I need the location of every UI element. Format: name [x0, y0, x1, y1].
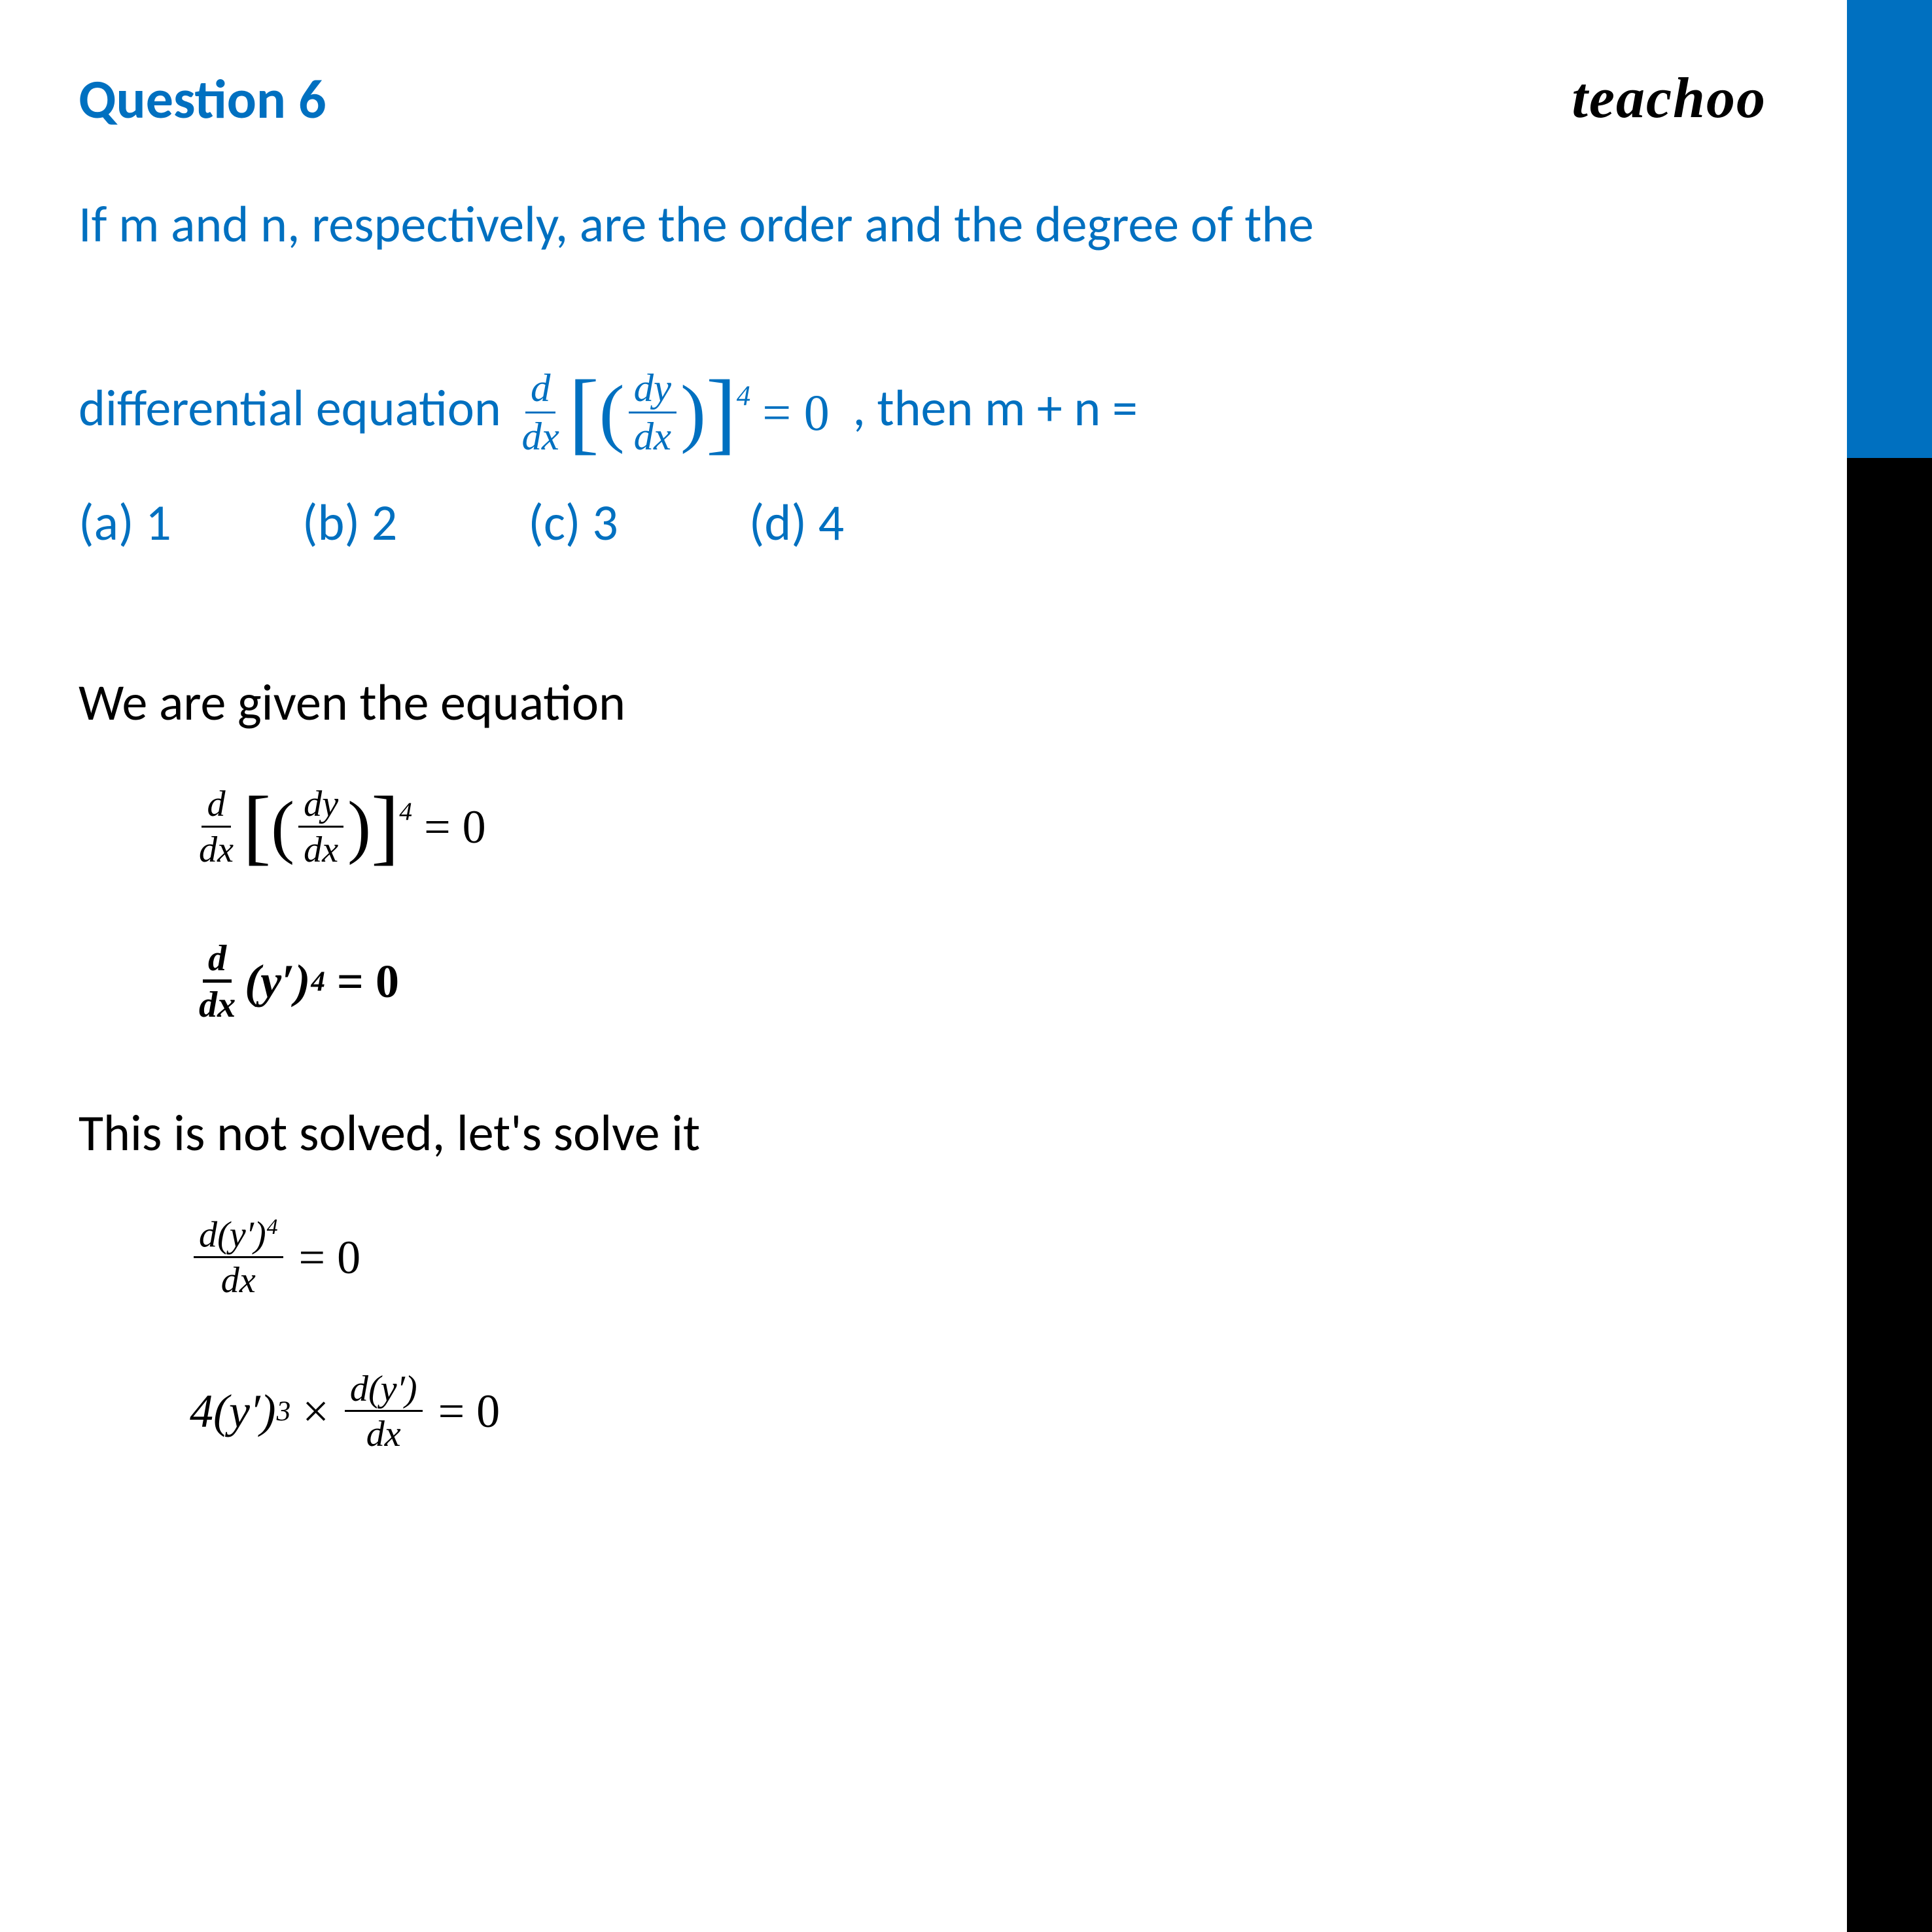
fraction-dy-dx: dy dx: [629, 369, 676, 457]
fraction-dyprime-dx: d(y′) dx: [345, 1371, 423, 1452]
problem-statement: If m and n, respectively, are the order …: [79, 179, 1766, 459]
fraction-d-dx: d dx: [194, 786, 239, 868]
rhs: = 0: [438, 1384, 501, 1439]
problem-line-2-pre: differential equation: [79, 377, 512, 439]
y-prime: (y′): [245, 955, 310, 1009]
blue-strip: [1847, 0, 1932, 458]
left-paren: (: [599, 382, 625, 444]
fraction-dy-dx: dy dx: [298, 786, 343, 868]
problem-line-2-post: , then m + n =: [852, 377, 1138, 439]
option-d[interactable]: (d) 4: [749, 491, 844, 553]
rhs: = 0: [299, 1231, 361, 1285]
solution-eq-3: d(y′)4 dx = 0: [190, 1216, 1766, 1299]
solution-intro: We are given the equation: [79, 671, 1766, 733]
black-strip: [1847, 458, 1932, 1932]
brand-logo: teachoo: [1572, 65, 1766, 132]
side-decoration-strip: [1847, 0, 1932, 1932]
solution-eq-2: d dx (y′)4 = 0: [190, 940, 1766, 1023]
solution-eq-4: 4(y′)3 × d(y′) dx = 0: [190, 1371, 1766, 1452]
options-row: (a) 1 (b) 2 (c) 3 (d) 4: [79, 491, 1766, 553]
solution-mid: This is not solved, let's solve it: [79, 1102, 1766, 1164]
coefficient: 4(y′): [190, 1384, 276, 1439]
exponent: 4: [311, 966, 325, 998]
exponent: 3: [277, 1396, 291, 1428]
right-paren: ): [347, 799, 371, 855]
fraction-dyprime4-dx: d(y′)4 dx: [194, 1216, 283, 1299]
fraction-d-dx: d dx: [516, 369, 564, 457]
exponent-4: 4: [737, 371, 750, 421]
rhs: = 0: [424, 800, 486, 854]
problem-line-1: If m and n, respectively, are the order …: [79, 193, 1314, 255]
left-paren: (: [271, 799, 294, 855]
left-bracket: [: [243, 793, 271, 861]
fraction-d-dx: d dx: [194, 940, 241, 1023]
left-bracket: [: [569, 376, 599, 449]
equals-zero: = 0: [762, 367, 830, 459]
multiply-sign: ×: [302, 1384, 329, 1439]
right-bracket: ]: [371, 793, 399, 861]
problem-equation: d dx [ ( dy dx ) ] 4 = 0: [512, 367, 841, 459]
option-b[interactable]: (b) 2: [302, 491, 397, 553]
option-a[interactable]: (a) 1: [79, 491, 171, 553]
right-paren: ): [680, 382, 706, 444]
content-area: Question 6 teachoo If m and n, respectiv…: [0, 0, 1845, 1590]
solution-eq-1: d dx [ ( dy dx ) ] 4 = 0: [190, 786, 1766, 868]
question-title: Question 6: [79, 65, 326, 133]
rhs: = 0: [337, 955, 399, 1009]
header-row: Question 6 teachoo: [79, 65, 1766, 133]
right-bracket: ]: [706, 376, 737, 449]
option-c[interactable]: (c) 3: [528, 491, 618, 553]
exponent: 4: [399, 796, 412, 826]
